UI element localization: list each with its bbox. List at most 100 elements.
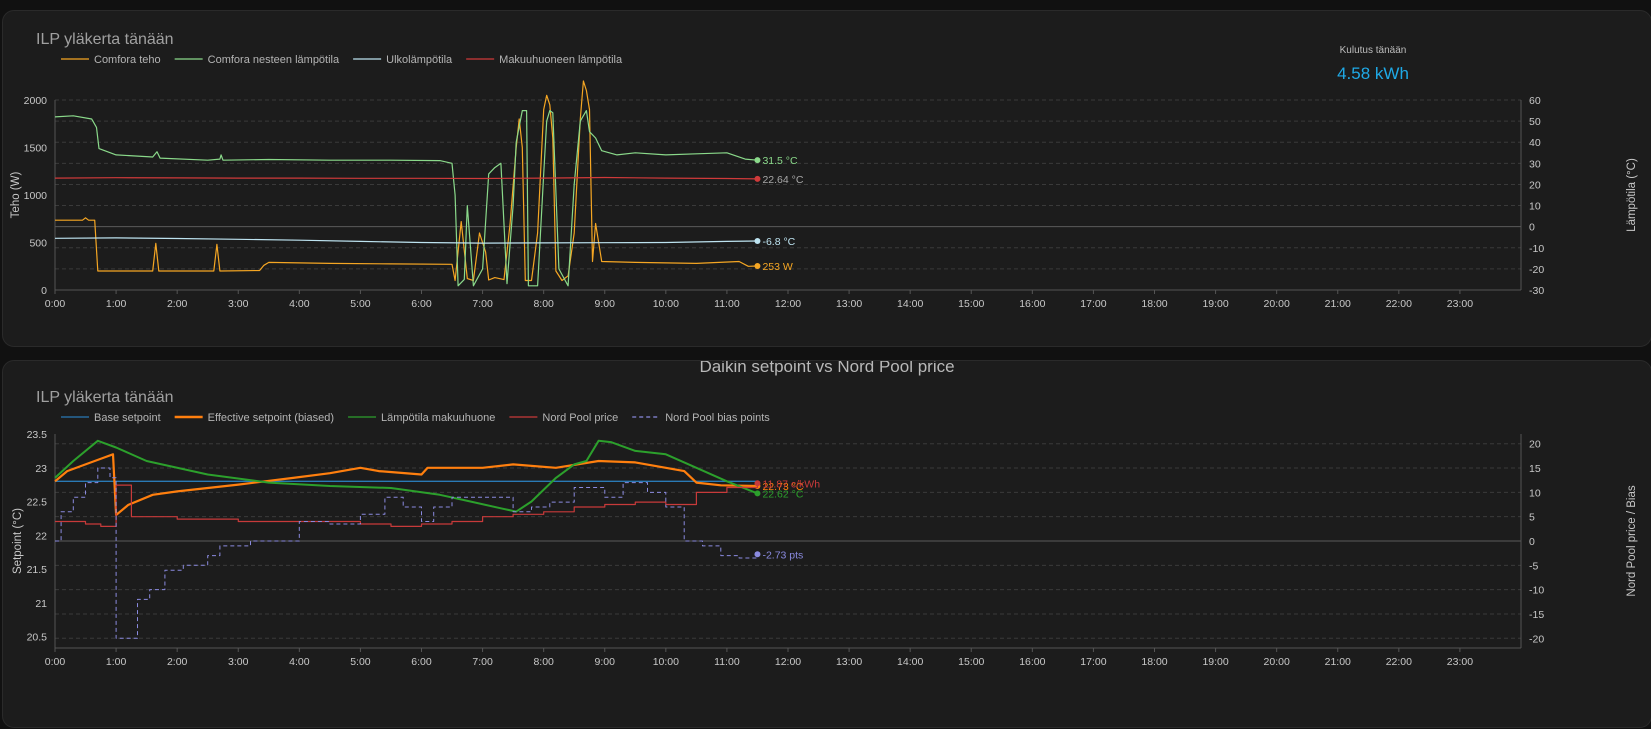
x-tick-label: 13:00 <box>836 656 862 668</box>
y-tick-label: 21 <box>35 598 47 610</box>
y-tick-label: 23 <box>35 463 47 475</box>
x-tick-label: 22:00 <box>1386 298 1412 310</box>
x-tick-label: 12:00 <box>775 656 801 668</box>
y-tick-label: 22.5 <box>27 497 48 509</box>
y2-axis-title: Lämpötila (°C) <box>1626 158 1638 232</box>
y2-tick-label: -10 <box>1529 243 1544 255</box>
x-tick-label: 20:00 <box>1264 656 1290 668</box>
consumption-value: 4.58 kWh <box>1337 64 1409 83</box>
series-line <box>55 467 758 639</box>
x-tick-label: 23:00 <box>1447 656 1473 668</box>
y-tick-label: 2000 <box>24 95 48 107</box>
series-line <box>54 237 758 244</box>
x-tick-label: 1:00 <box>106 298 127 310</box>
power-temperature-chart: -30 -20 -10 0 10 20 30 40 50 60 0 500 1000 1500 2000 0:… <box>10 54 1638 310</box>
y2-tick-label: 0 <box>1529 536 1535 548</box>
x-tick-label: 3:00 <box>228 298 249 310</box>
y2-tick-label: 30 <box>1529 158 1541 170</box>
series-end-label: 31.5 °C <box>762 155 798 167</box>
y-tick-label: 500 <box>29 238 47 250</box>
x-tick-label: 21:00 <box>1325 298 1351 310</box>
y2-tick-label: 20 <box>1529 439 1541 451</box>
series-end-label: -2.73 pts <box>762 549 803 561</box>
x-tick-label: 20:00 <box>1264 298 1290 310</box>
series-end-point <box>754 175 761 182</box>
y2-tick-label: 40 <box>1529 137 1541 149</box>
x-tick-label: 0:00 <box>45 656 66 668</box>
y-tick-label: 20.5 <box>27 632 48 644</box>
y2-tick-label: -10 <box>1529 585 1544 597</box>
series-line <box>54 110 758 287</box>
setpoint-price-chart: -20 -15 -10 -5 0 5 10 15 20 20.5 21 21.5 22 22.5 23 23.… <box>12 412 1638 668</box>
x-tick-label: 1:00 <box>106 656 127 668</box>
legend-label: Comfora teho <box>94 54 161 66</box>
series-end-point <box>754 238 761 245</box>
y2-tick-label: -5 <box>1529 560 1538 572</box>
x-tick-label: 7:00 <box>472 656 493 668</box>
series-end-label: 22.62 °C <box>762 488 803 500</box>
series-end-point <box>754 480 761 487</box>
x-tick-label: 11:00 <box>714 656 740 668</box>
series-end-point <box>754 157 761 164</box>
legend-label: Makuuhuoneen lämpötila <box>499 54 623 66</box>
x-tick-label: 15:00 <box>958 656 984 668</box>
x-tick-label: 16:00 <box>1019 298 1045 310</box>
y2-tick-label: 0 <box>1529 222 1535 234</box>
y-tick-label: 21.5 <box>27 564 48 576</box>
y-tick-label: 0 <box>41 285 47 297</box>
y2-axis-title: Nord Pool price / Bias <box>1626 485 1638 596</box>
x-tick-label: 13:00 <box>836 298 862 310</box>
x-tick-label: 10:00 <box>653 656 679 668</box>
y-tick-label: 1000 <box>24 190 48 202</box>
y2-tick-label: -20 <box>1529 264 1544 276</box>
series-line <box>54 453 758 517</box>
legend-label: Lämpötila makuuhuone <box>381 412 495 424</box>
power-temperature-card: ILP yläkerta tänään Kulutus tänään 4.58 … <box>2 10 1651 347</box>
card-header: Daikin setpoint vs Nord Pool price <box>699 360 955 376</box>
x-tick-label: 11:00 <box>714 298 740 310</box>
y2-tick-label: 10 <box>1529 487 1541 499</box>
series-end-label: 253 W <box>762 261 792 273</box>
consumption-label: Kulutus tänään <box>1339 45 1407 56</box>
legend-label: Nord Pool price <box>542 412 618 424</box>
x-tick-label: 19:00 <box>1202 656 1228 668</box>
x-tick-label: 8:00 <box>533 298 554 310</box>
legend-label: Base setpoint <box>94 412 161 424</box>
legend-label: Effective setpoint (biased) <box>208 412 334 424</box>
x-tick-label: 6:00 <box>411 298 432 310</box>
y-axis-title: Teho (W) <box>10 172 22 219</box>
x-tick-label: 9:00 <box>595 656 616 668</box>
x-tick-label: 5:00 <box>350 656 371 668</box>
y2-tick-label: 50 <box>1529 116 1541 128</box>
card-title: ILP yläkerta tänään <box>36 31 174 48</box>
legend-label: Nord Pool bias points <box>665 412 770 424</box>
y-tick-label: 22 <box>35 530 47 542</box>
x-tick-label: 18:00 <box>1141 656 1167 668</box>
series-end-point <box>754 490 761 497</box>
x-tick-label: 8:00 <box>533 656 554 668</box>
y-tick-label: 1500 <box>24 143 48 155</box>
y2-tick-label: -15 <box>1529 609 1544 621</box>
y2-tick-label: 5 <box>1529 512 1535 524</box>
x-tick-label: 21:00 <box>1325 656 1351 668</box>
series-end-point <box>754 551 761 558</box>
y-tick-label: 23.5 <box>27 429 48 441</box>
y2-tick-label: 15 <box>1529 463 1541 475</box>
legend-label: Ulkolämpötila <box>386 54 453 66</box>
x-tick-label: 0:00 <box>45 298 66 310</box>
x-tick-label: 4:00 <box>289 298 310 310</box>
x-tick-label: 4:00 <box>289 656 310 668</box>
legend-label: Comfora nesteen lämpötila <box>208 54 340 66</box>
x-tick-label: 12:00 <box>775 298 801 310</box>
card-title: ILP yläkerta tänään <box>36 389 174 406</box>
x-tick-label: 2:00 <box>167 656 188 668</box>
x-tick-label: 10:00 <box>653 298 679 310</box>
x-tick-label: 16:00 <box>1019 656 1045 668</box>
x-tick-label: 5:00 <box>350 298 371 310</box>
x-tick-label: 17:00 <box>1080 298 1106 310</box>
x-tick-label: 17:00 <box>1080 656 1106 668</box>
x-tick-label: 18:00 <box>1141 298 1167 310</box>
series-line <box>55 80 758 282</box>
x-tick-label: 2:00 <box>167 298 188 310</box>
series-end-point <box>754 262 761 269</box>
